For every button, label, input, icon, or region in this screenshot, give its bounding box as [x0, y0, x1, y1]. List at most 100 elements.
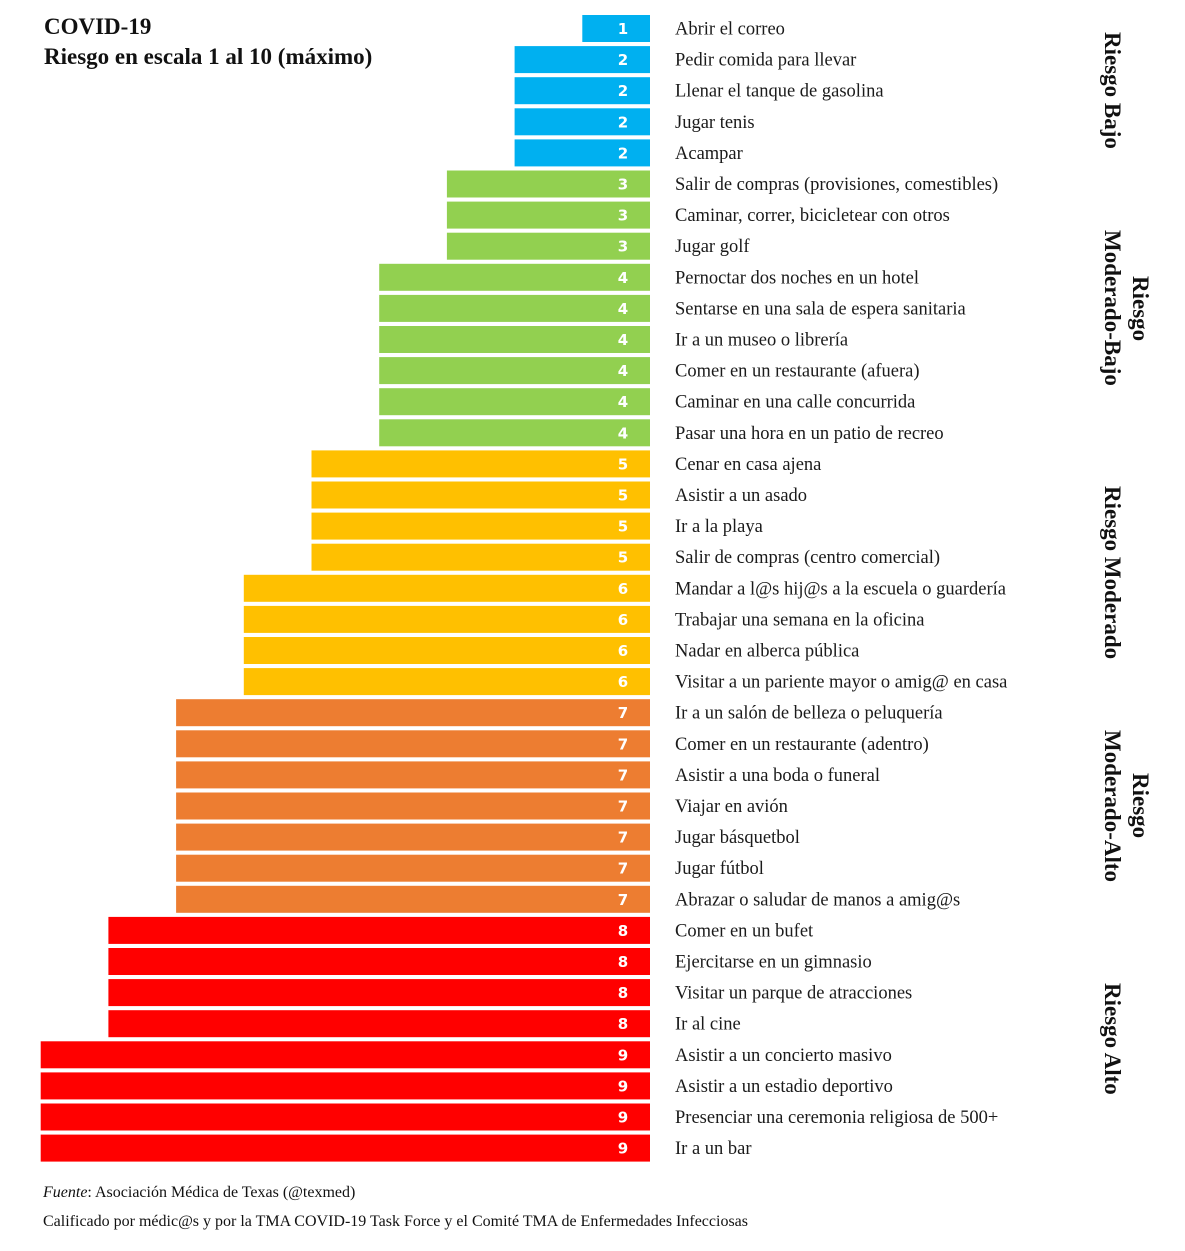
category-label: Caminar en una calle concurrida [675, 393, 915, 413]
category-label: Nadar en alberca pública [675, 642, 859, 662]
bar [40, 1041, 650, 1069]
category-label: Visitar un parque de atracciones [675, 984, 912, 1004]
bar-value-label: 2 [618, 51, 628, 69]
bar-value-label: 8 [618, 1015, 628, 1033]
category-label: Asistir a un concierto masivo [675, 1046, 892, 1066]
category-label: Ir a un salón de belleza o peluquería [675, 704, 943, 724]
bar [176, 730, 650, 758]
category-label: Abrazar o saludar de manos a amig@s [675, 890, 960, 910]
category-label: Salir de compras (centro comercial) [675, 548, 940, 568]
bar-value-label: 2 [618, 113, 628, 131]
category-label: Cenar en casa ajena [675, 455, 821, 475]
category-label: Asistir a una boda o funeral [675, 766, 880, 786]
bar-value-label: 5 [618, 487, 628, 505]
category-label: Ir a un bar [675, 1139, 752, 1159]
bar [311, 450, 650, 478]
bar-value-label: 9 [618, 1140, 628, 1158]
bar [176, 699, 650, 727]
bar [379, 388, 650, 416]
bar-value-label: 7 [618, 829, 628, 847]
bar-value-label: 2 [618, 144, 628, 162]
bar [446, 232, 650, 260]
category-label: Pedir comida para llevar [675, 51, 856, 71]
category-label: Caminar, correr, bicicletear con otros [675, 206, 950, 226]
bar-value-label: 4 [618, 269, 628, 287]
category-label: Salir de compras (provisiones, comestibl… [675, 175, 998, 195]
source-note: Fuente: Asociación Médica de Texas (@tex… [43, 1182, 355, 1204]
category-label: Jugar fútbol [675, 859, 764, 879]
bar-value-label: 4 [618, 331, 628, 349]
bar-value-label: 7 [618, 735, 628, 753]
bar-value-label: 6 [618, 580, 628, 598]
bar [176, 885, 650, 913]
category-label: Ir a la playa [675, 517, 763, 537]
bar [40, 1072, 650, 1100]
bar [108, 1010, 650, 1038]
risk-group-label: Riesgo Moderado [1100, 486, 1125, 660]
bar-value-label: 4 [618, 424, 628, 442]
category-label: Pernoctar dos noches en un hotel [675, 268, 919, 288]
bar-value-label: 5 [618, 518, 628, 536]
bar-value-label: 2 [618, 82, 628, 100]
category-labels-layer: Abrir el correo Pedir comida para llevar L… [675, 20, 1007, 1160]
bar-value-label: 7 [618, 891, 628, 909]
bar [379, 263, 650, 291]
bar-value-label: 1 [618, 20, 628, 38]
bar-value-label: 4 [618, 393, 628, 411]
category-label: Ejercitarse en un gimnasio [675, 953, 872, 973]
bar [514, 108, 650, 136]
category-label: Acampar [675, 144, 743, 164]
category-label: Presenciar una ceremonia religiosa de 50… [675, 1108, 998, 1128]
bar [582, 15, 650, 42]
category-label: Asistir a un asado [675, 486, 807, 506]
bar [311, 481, 650, 509]
category-label: Ir al cine [675, 1015, 741, 1035]
category-label: Ir a un museo o librería [675, 331, 848, 351]
bar [514, 139, 650, 167]
category-label: Abrir el correo [675, 20, 785, 40]
category-label: Asistir a un estadio deportivo [675, 1077, 893, 1097]
bar-value-label: 7 [618, 798, 628, 816]
bar-value-label: 9 [618, 1109, 628, 1127]
category-label: Visitar a un pariente mayor o amig@ en c… [675, 673, 1007, 693]
bar [379, 357, 650, 385]
bar [176, 854, 650, 882]
credit-note: Calificado por médic@s y por la TMA COVI… [43, 1213, 749, 1230]
category-label: Viajar en avión [675, 797, 788, 817]
category-label: Pasar una hora en un patio de recreo [675, 424, 944, 444]
bar [40, 1103, 650, 1131]
bar-value-label: 5 [618, 549, 628, 567]
bar [514, 46, 650, 74]
bar [40, 1134, 650, 1162]
bar-value-label: 4 [618, 362, 628, 380]
bar-value-label: 3 [618, 176, 628, 194]
bar-value-label: 5 [618, 455, 628, 473]
bar [379, 326, 650, 353]
category-label: Llenar el tanque de gasolina [675, 82, 884, 102]
bar [379, 419, 650, 447]
bar [108, 916, 650, 944]
source-text: : Asociación Médica de Texas (@texmed) [87, 1184, 356, 1201]
bar-value-label: 8 [618, 922, 628, 940]
bar [514, 77, 650, 105]
bar [176, 823, 650, 851]
category-label: Jugar golf [675, 237, 750, 257]
source-label: Fuente [43, 1184, 88, 1201]
bar-value-label: 9 [618, 1046, 628, 1064]
bar [108, 979, 650, 1007]
bar [176, 761, 650, 789]
bar [243, 637, 651, 664]
bar [108, 948, 650, 975]
category-label: Trabajar una semana en la oficina [675, 610, 924, 630]
bar-value-label: 6 [618, 611, 628, 629]
category-label: Comer en un restaurante (afuera) [675, 362, 919, 382]
bar-value-label: 7 [618, 704, 628, 722]
bar [243, 574, 651, 602]
bar-value-label: 9 [618, 1077, 628, 1095]
chart-subtitle: Riesgo en escala 1 al 10 (máximo) [44, 44, 373, 69]
bars-layer: 1 2 2 2 2 3 3 3 4 4 4 4 4 4 5 5 5 5 6 6 6 6 7 7 7 7 7 7 7 8 8 8 8 9 9 9 9 [40, 15, 651, 1162]
bar [176, 792, 650, 820]
category-label: Jugar básquetbol [675, 828, 800, 848]
bar-value-label: 6 [618, 642, 628, 660]
